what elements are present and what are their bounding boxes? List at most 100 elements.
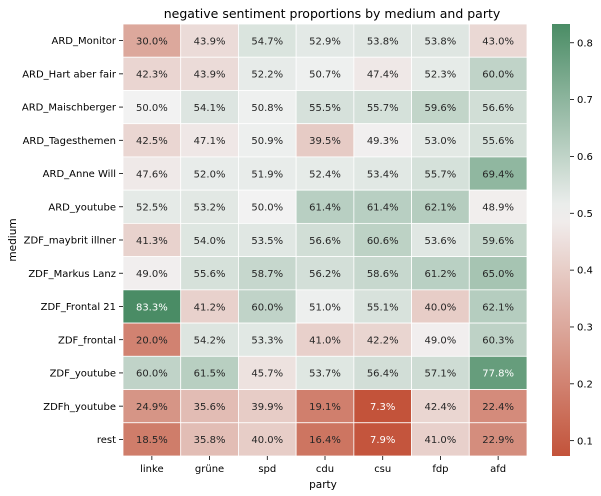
heatmap-cell <box>238 90 297 125</box>
cell-value-label: 45.7% <box>251 369 283 380</box>
cell-value-label: 22.4% <box>482 402 514 413</box>
cell-value-label: 40.0% <box>251 435 283 446</box>
cell-value-label: 56.6% <box>482 103 514 114</box>
heatmap-cell <box>122 422 182 457</box>
heatmap-cell <box>295 322 355 357</box>
cell-value-label: 53.8% <box>367 36 399 47</box>
heatmap-cell <box>468 322 528 357</box>
colorbar: 0.1 0.2 0.3 0.4 0.5 0.6 0.7 0.8 <box>552 24 593 456</box>
cell-value-label: 54.1% <box>194 103 226 114</box>
cell-value-label: 62.1% <box>482 302 514 313</box>
y-tick-label: ZDF_maybrit illner <box>24 236 117 247</box>
heatmap-cell <box>353 256 412 291</box>
cell-value-label: 54.0% <box>194 236 226 247</box>
heatmap-cell <box>180 256 239 291</box>
heatmap-cell <box>468 355 528 390</box>
heatmap-cell <box>238 289 297 324</box>
cell-value-label: 60.0% <box>251 302 283 313</box>
heatmap-cell <box>238 222 297 258</box>
cell-value-label: 53.6% <box>425 236 457 247</box>
y-tick-label: ZDF_Markus Lanz <box>28 269 116 280</box>
heatmap-cell <box>353 355 412 390</box>
y-tick-label: ARD_Hart aber fair <box>22 69 117 80</box>
colorbar-tick-label: 0.2 <box>577 379 593 390</box>
cell-value-label: 53.2% <box>194 203 226 214</box>
cell-value-label: 62.1% <box>425 203 457 214</box>
cell-value-label: 39.9% <box>251 402 283 413</box>
heatmap-cell-labels: 30.0% 43.9% 54.7% 52.9% 53.8% 53.8% 43.0% 42.3%… <box>136 36 514 446</box>
cell-value-label: 52.3% <box>425 70 457 81</box>
cell-value-label: 53.8% <box>425 36 457 47</box>
cell-value-label: 55.6% <box>194 269 226 280</box>
cell-value-label: 7.9% <box>370 435 395 446</box>
heatmap-cell <box>295 189 355 224</box>
cell-value-label: 50.7% <box>309 70 341 81</box>
cell-value-label: 50.8% <box>251 103 283 114</box>
y-tick-label: rest <box>97 435 116 446</box>
cell-value-label: 83.3% <box>136 302 168 313</box>
cell-value-label: 24.9% <box>136 402 168 413</box>
colorbar-tick-label: 0.5 <box>577 209 593 220</box>
cell-value-label: 55.7% <box>367 103 399 114</box>
heatmap-cell <box>411 256 470 291</box>
cell-value-label: 35.8% <box>194 435 226 446</box>
heatmap-cell <box>180 389 239 424</box>
cell-value-label: 50.0% <box>136 103 168 114</box>
x-tick-label: csu <box>374 464 391 475</box>
heatmap-cell <box>468 123 528 158</box>
heatmap-cell <box>238 322 297 357</box>
heatmap-cell <box>353 222 412 258</box>
y-tick-label: ZDF_Frontal 21 <box>41 302 116 313</box>
heatmap-cell <box>122 322 182 357</box>
cell-value-label: 55.6% <box>482 136 514 147</box>
cell-value-label: 55.1% <box>367 302 399 313</box>
heatmap-cell <box>238 156 297 191</box>
cell-value-label: 50.0% <box>251 203 283 214</box>
cell-value-label: 55.7% <box>425 169 457 180</box>
heatmap-cell <box>238 56 297 91</box>
y-tick-label: ZDFh_youtube <box>43 402 116 413</box>
cell-value-label: 41.0% <box>309 335 341 346</box>
cell-value-label: 56.6% <box>309 236 341 247</box>
cell-value-label: 43.9% <box>194 36 226 47</box>
cell-value-label: 42.3% <box>136 70 168 81</box>
heatmap-cell <box>238 355 297 390</box>
colorbar-tick-label: 0.1 <box>577 436 593 447</box>
cell-value-label: 51.9% <box>251 169 283 180</box>
cell-value-label: 54.7% <box>251 36 283 47</box>
heatmap-cell <box>295 355 355 390</box>
heatmap-cell <box>411 222 470 258</box>
heatmap-cell <box>353 189 412 224</box>
heatmap-cell <box>353 90 412 125</box>
y-tick-label: ZDF_youtube <box>50 369 116 380</box>
heatmap-cell <box>295 222 355 258</box>
y-axis-label: medium <box>7 218 19 261</box>
y-tick-label: ZDF_frontal <box>58 335 116 346</box>
x-tick-label: grüne <box>195 464 224 475</box>
heatmap-cell <box>411 23 470 58</box>
cell-value-label: 43.0% <box>482 36 514 47</box>
y-tick-label: ARD_Tagesthemen <box>23 136 116 147</box>
cell-value-label: 60.3% <box>482 335 514 346</box>
colorbar-tick-label: 0.7 <box>577 95 593 106</box>
heatmap-cell <box>238 422 297 457</box>
cell-value-label: 53.0% <box>425 136 457 147</box>
cell-value-label: 47.4% <box>367 70 399 81</box>
cell-value-label: 60.6% <box>367 236 399 247</box>
cell-value-label: 35.6% <box>194 402 226 413</box>
cell-value-label: 53.5% <box>251 236 283 247</box>
cell-value-label: 16.4% <box>309 435 341 446</box>
heatmap-cell <box>468 422 528 457</box>
cell-value-label: 41.2% <box>194 302 226 313</box>
heatmap-cell <box>353 56 412 91</box>
cell-value-label: 47.6% <box>136 169 168 180</box>
cell-value-label: 61.2% <box>425 269 457 280</box>
heatmap-cell <box>180 90 239 125</box>
heatmap-cell <box>295 256 355 291</box>
cell-value-label: 22.9% <box>482 435 514 446</box>
colorbar-tick-label: 0.4 <box>577 266 593 277</box>
heatmap-cell <box>295 123 355 158</box>
cell-value-label: 49.0% <box>136 269 168 280</box>
heatmap-cell <box>468 90 528 125</box>
